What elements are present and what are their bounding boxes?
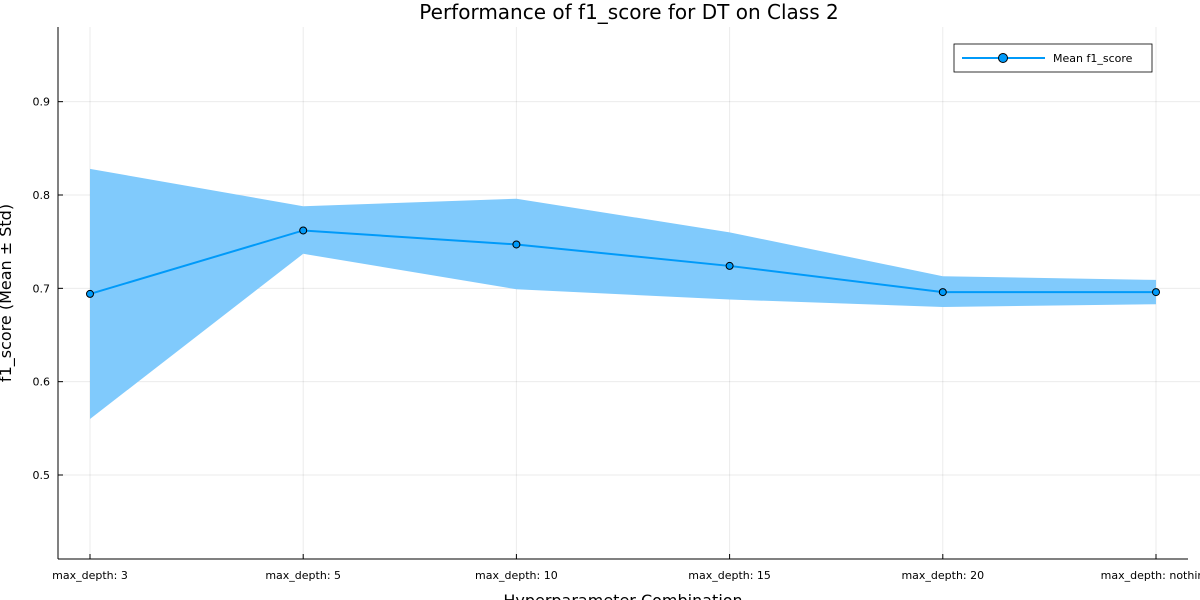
x-tick-label: max_depth: 5 bbox=[265, 569, 341, 582]
data-point bbox=[725, 261, 734, 270]
x-tick-label: max_depth: 10 bbox=[475, 569, 558, 582]
y-tick-label: 0.5 bbox=[33, 469, 51, 482]
legend: Mean f1_score bbox=[953, 43, 1153, 73]
legend-marker bbox=[998, 53, 1008, 63]
x-tick-label: max_depth: 3 bbox=[52, 569, 128, 582]
data-point bbox=[1152, 288, 1160, 297]
x-tick-label: max_depth: 20 bbox=[901, 569, 984, 582]
x-axis-label: Hyperparameter Combination bbox=[503, 591, 742, 600]
y-tick-label: 0.9 bbox=[33, 96, 51, 109]
legend-label: Mean f1_score bbox=[1053, 52, 1133, 65]
data-point bbox=[512, 240, 521, 249]
std-band-area bbox=[90, 168, 1156, 419]
y-tick-label: 0.7 bbox=[33, 282, 51, 295]
data-point bbox=[86, 289, 94, 298]
legend-box bbox=[953, 43, 1153, 73]
data-point bbox=[299, 226, 308, 235]
mean-line bbox=[89, 229, 1156, 295]
series-lines bbox=[86, 226, 1160, 298]
tick-labels: 0.5 0.6 0.7 0.8 0.9 max_depth: 3 max_depth: 5 m… bbox=[33, 96, 1200, 582]
std-band bbox=[90, 168, 1156, 419]
y-axis-label: f1_score (Mean ± Std) bbox=[0, 204, 16, 382]
y-tick-label: 0.8 bbox=[33, 189, 51, 202]
y-tick-label: 0.6 bbox=[33, 376, 51, 389]
x-tick-label: max_depth: nothing bbox=[1101, 569, 1200, 582]
data-point bbox=[938, 288, 947, 297]
axes bbox=[57, 27, 1188, 560]
x-tick-label: max_depth: 15 bbox=[688, 569, 771, 582]
chart-title: Performance of f1_score for DT on Class … bbox=[419, 0, 838, 24]
